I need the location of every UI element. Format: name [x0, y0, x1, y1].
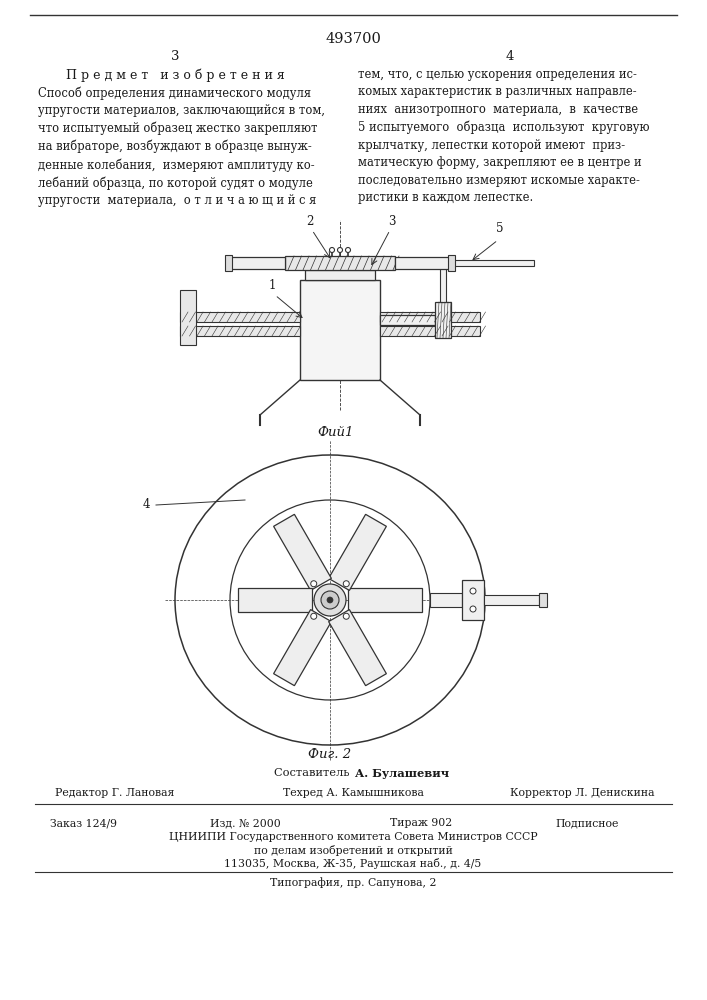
Text: тем, что, с целью ускорения определения ис-
комых характеристик в различных напр: тем, что, с целью ускорения определения … — [358, 68, 650, 204]
Circle shape — [346, 247, 351, 252]
Bar — [435, 302, 451, 338]
Circle shape — [337, 247, 342, 252]
Text: 113035, Москва, Ж-35, Раушская наб., д. 4/5: 113035, Москва, Ж-35, Раушская наб., д. … — [224, 858, 481, 869]
Bar — [300, 280, 380, 380]
Text: Техред А. Камышникова: Техред А. Камышникова — [283, 788, 424, 798]
Bar — [484, 595, 539, 605]
Bar — [380, 315, 435, 325]
Text: по делам изобретений и открытий: по делам изобретений и открытий — [254, 845, 452, 856]
Text: 3: 3 — [171, 50, 180, 63]
Text: П р е д м е т   и з о б р е т е н и я: П р е д м е т и з о б р е т е н и я — [66, 68, 284, 82]
Text: Подписное: Подписное — [555, 818, 619, 828]
Text: Фиг. 2: Фиг. 2 — [308, 748, 351, 761]
Bar — [305, 270, 375, 280]
Bar — [380, 312, 480, 322]
Circle shape — [314, 584, 346, 616]
Text: Заказ 124/9: Заказ 124/9 — [50, 818, 117, 828]
Circle shape — [327, 597, 333, 603]
Bar — [380, 326, 480, 336]
Text: Редактор Г. Лановая: Редактор Г. Лановая — [55, 788, 175, 798]
Text: Тираж 902: Тираж 902 — [390, 818, 452, 828]
Bar — [225, 255, 232, 271]
Circle shape — [344, 613, 349, 619]
Circle shape — [311, 581, 317, 587]
Text: Способ определения динамического модуля
упругости материалов, заключающийся в то: Способ определения динамического модуля … — [38, 86, 325, 207]
Text: Составитель: Составитель — [274, 768, 353, 778]
Bar — [230, 257, 285, 269]
Polygon shape — [238, 588, 312, 612]
Circle shape — [321, 591, 339, 609]
Circle shape — [311, 613, 317, 619]
Text: 493700: 493700 — [325, 32, 381, 46]
Polygon shape — [348, 588, 422, 612]
Text: 2: 2 — [306, 215, 314, 228]
Text: 5: 5 — [496, 222, 504, 235]
Bar — [285, 256, 395, 270]
Bar — [454, 260, 534, 266]
Bar — [400, 260, 432, 266]
Circle shape — [470, 606, 476, 612]
Bar — [539, 593, 547, 607]
Polygon shape — [329, 514, 387, 590]
Bar — [180, 326, 300, 336]
Text: 3: 3 — [388, 215, 396, 228]
Circle shape — [344, 581, 349, 587]
Polygon shape — [274, 514, 332, 590]
Circle shape — [470, 588, 476, 594]
Text: 4: 4 — [506, 50, 514, 63]
Bar — [440, 267, 446, 302]
Bar — [395, 257, 450, 269]
Bar — [448, 255, 455, 271]
Bar — [430, 593, 462, 607]
Text: Корректор Л. Денискина: Корректор Л. Денискина — [510, 788, 655, 798]
Text: Фий1: Фий1 — [317, 426, 354, 439]
Text: А. Булашевич: А. Булашевич — [355, 768, 449, 779]
Bar — [180, 290, 196, 345]
Circle shape — [329, 247, 334, 252]
Polygon shape — [274, 610, 332, 686]
Text: Изд. № 2000: Изд. № 2000 — [210, 818, 281, 828]
Text: 1: 1 — [269, 279, 276, 292]
Polygon shape — [329, 610, 387, 686]
Text: ЦНИИПИ Государственного комитета Совета Министров СССР: ЦНИИПИ Государственного комитета Совета … — [169, 832, 537, 842]
Bar — [180, 312, 300, 322]
Text: 4: 4 — [143, 498, 150, 512]
Bar — [462, 580, 484, 620]
Bar — [432, 259, 454, 267]
Text: Типография, пр. Сапунова, 2: Типография, пр. Сапунова, 2 — [270, 877, 436, 888]
